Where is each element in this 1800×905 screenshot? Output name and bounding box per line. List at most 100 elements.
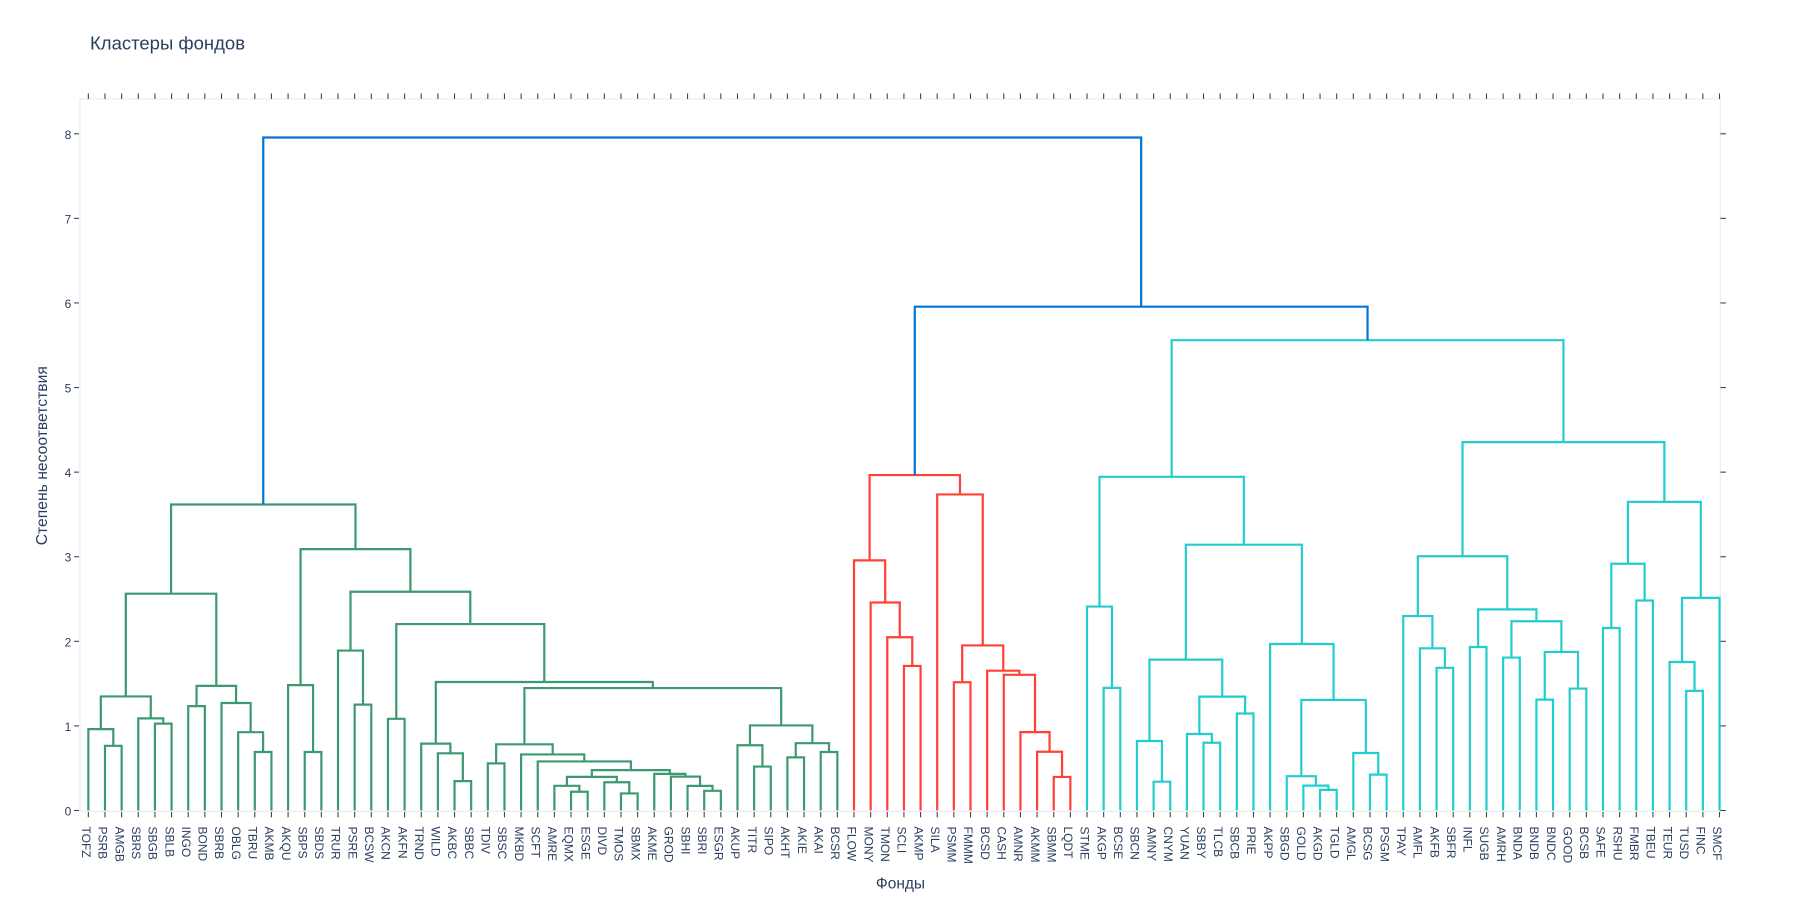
svg-text:BCSB: BCSB bbox=[1577, 827, 1591, 860]
svg-text:INGO: INGO bbox=[179, 827, 193, 858]
svg-text:SBGB: SBGB bbox=[146, 827, 160, 860]
svg-text:SBCN: SBCN bbox=[1128, 827, 1142, 860]
svg-text:PSGM: PSGM bbox=[1377, 827, 1391, 862]
svg-text:TBEU: TBEU bbox=[1644, 827, 1658, 859]
svg-text:3: 3 bbox=[65, 551, 72, 565]
svg-text:Кластеры фондов: Кластеры фондов bbox=[90, 33, 245, 54]
svg-text:AKMP: AKMP bbox=[911, 827, 925, 861]
svg-text:SBDS: SBDS bbox=[312, 827, 326, 860]
svg-text:GOLD: GOLD bbox=[1294, 827, 1308, 861]
svg-text:OBLG: OBLG bbox=[229, 827, 243, 860]
svg-text:AMFL: AMFL bbox=[1411, 827, 1425, 859]
svg-text:ESGR: ESGR bbox=[712, 827, 726, 861]
svg-text:BCSG: BCSG bbox=[1361, 827, 1375, 861]
svg-text:PSMM: PSMM bbox=[945, 827, 959, 863]
svg-text:SBRB: SBRB bbox=[212, 827, 226, 860]
svg-text:SBBC: SBBC bbox=[462, 827, 476, 860]
svg-text:EQMX: EQMX bbox=[562, 827, 576, 862]
svg-text:TRND: TRND bbox=[412, 827, 426, 861]
svg-text:SAFE: SAFE bbox=[1594, 827, 1608, 858]
svg-text:SBRI: SBRI bbox=[695, 827, 709, 855]
svg-text:AKGD: AKGD bbox=[1311, 827, 1325, 861]
svg-text:AKPP: AKPP bbox=[1261, 827, 1275, 859]
svg-text:SBGD: SBGD bbox=[1277, 827, 1291, 861]
svg-text:5: 5 bbox=[65, 382, 72, 396]
svg-text:AKMM: AKMM bbox=[1028, 827, 1042, 863]
svg-text:STME: STME bbox=[1078, 827, 1092, 860]
svg-text:Фонды: Фонды bbox=[876, 875, 925, 892]
svg-text:AKAI: AKAI bbox=[811, 827, 825, 854]
svg-text:SBRS: SBRS bbox=[129, 827, 143, 860]
svg-text:AMNR: AMNR bbox=[1011, 827, 1025, 863]
svg-text:AKME: AKME bbox=[645, 827, 659, 861]
svg-text:AKHT: AKHT bbox=[778, 827, 792, 860]
svg-text:SBSC: SBSC bbox=[495, 827, 509, 860]
svg-text:BOND: BOND bbox=[196, 827, 210, 862]
svg-text:2: 2 bbox=[65, 635, 72, 649]
svg-text:SCFT: SCFT bbox=[528, 827, 542, 859]
svg-text:0: 0 bbox=[65, 805, 72, 819]
svg-text:PSRE: PSRE bbox=[345, 827, 359, 860]
svg-text:BCSR: BCSR bbox=[828, 827, 842, 861]
svg-text:BCSW: BCSW bbox=[362, 827, 376, 864]
svg-text:TMOS: TMOS bbox=[612, 827, 626, 862]
svg-text:BCSD: BCSD bbox=[978, 827, 992, 861]
svg-text:TOFZ: TOFZ bbox=[79, 827, 93, 858]
svg-text:RSHU: RSHU bbox=[1610, 827, 1624, 861]
svg-text:TITR: TITR bbox=[745, 827, 759, 854]
svg-text:SIPO: SIPO bbox=[761, 827, 775, 856]
svg-text:SMCF: SMCF bbox=[1710, 827, 1724, 861]
svg-text:ESGE: ESGE bbox=[578, 827, 592, 860]
svg-text:AKIE: AKIE bbox=[795, 827, 809, 854]
svg-text:AMNY: AMNY bbox=[1144, 827, 1158, 862]
svg-text:FMMM: FMMM bbox=[961, 827, 975, 864]
svg-text:SBLB: SBLB bbox=[162, 827, 176, 858]
svg-text:CNYM: CNYM bbox=[1161, 827, 1175, 862]
svg-text:AKBC: AKBC bbox=[445, 827, 459, 860]
svg-text:1: 1 bbox=[65, 720, 72, 734]
svg-text:TUSD: TUSD bbox=[1677, 827, 1691, 860]
svg-text:INFL: INFL bbox=[1461, 827, 1475, 853]
svg-text:BNDC: BNDC bbox=[1544, 827, 1558, 861]
svg-text:SCLI: SCLI bbox=[895, 827, 909, 854]
svg-text:TBRU: TBRU bbox=[245, 827, 259, 860]
svg-text:DIVD: DIVD bbox=[595, 827, 609, 856]
svg-text:TMON: TMON bbox=[878, 827, 892, 862]
svg-text:SBCB: SBCB bbox=[1228, 827, 1242, 860]
svg-text:6: 6 bbox=[65, 297, 72, 311]
svg-text:AMGL: AMGL bbox=[1344, 827, 1358, 861]
svg-text:CASH: CASH bbox=[994, 827, 1008, 860]
svg-text:TPAY: TPAY bbox=[1394, 827, 1408, 857]
svg-text:SBFR: SBFR bbox=[1444, 827, 1458, 859]
svg-text:YUAN: YUAN bbox=[1178, 827, 1192, 860]
svg-text:TRUR: TRUR bbox=[329, 827, 343, 861]
svg-text:SBPS: SBPS bbox=[295, 827, 309, 859]
svg-text:Степень несоответствия: Степень несоответствия bbox=[34, 366, 51, 545]
svg-text:WILD: WILD bbox=[429, 827, 443, 857]
svg-text:AKMB: AKMB bbox=[262, 827, 276, 861]
svg-text:AKQU: AKQU bbox=[279, 827, 293, 861]
svg-text:PSRB: PSRB bbox=[96, 827, 110, 860]
svg-text:SUGB: SUGB bbox=[1477, 827, 1491, 861]
svg-text:AMRE: AMRE bbox=[545, 827, 559, 862]
svg-text:4: 4 bbox=[65, 466, 72, 480]
svg-text:AMRH: AMRH bbox=[1494, 827, 1508, 862]
svg-text:7: 7 bbox=[65, 212, 72, 226]
svg-text:AKCN: AKCN bbox=[379, 827, 393, 860]
svg-text:AKFB: AKFB bbox=[1427, 827, 1441, 858]
svg-text:AKUP: AKUP bbox=[728, 827, 742, 860]
svg-text:GOOD: GOOD bbox=[1560, 827, 1574, 864]
svg-text:BNDB: BNDB bbox=[1527, 827, 1541, 860]
svg-text:FINC: FINC bbox=[1694, 827, 1708, 855]
svg-text:BNDA: BNDA bbox=[1510, 827, 1524, 860]
svg-text:SBBY: SBBY bbox=[1194, 827, 1208, 859]
svg-text:BCSE: BCSE bbox=[1111, 827, 1125, 860]
svg-text:AMGB: AMGB bbox=[112, 827, 126, 862]
svg-text:SBMM: SBMM bbox=[1044, 827, 1058, 863]
svg-text:MKBD: MKBD bbox=[512, 827, 526, 862]
svg-text:TDIV: TDIV bbox=[479, 827, 493, 854]
svg-text:PRIE: PRIE bbox=[1244, 827, 1258, 855]
svg-text:SBMX: SBMX bbox=[628, 827, 642, 861]
svg-text:TLCB: TLCB bbox=[1211, 827, 1225, 858]
svg-text:FLOW: FLOW bbox=[845, 827, 859, 862]
